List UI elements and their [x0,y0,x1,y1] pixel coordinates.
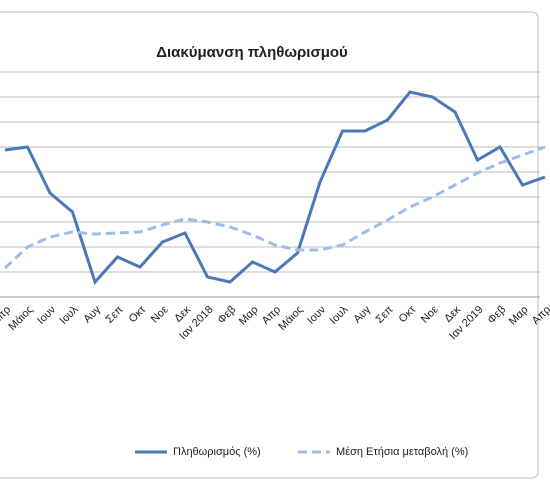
series-line [4,90,546,285]
x-tick-label: Φεβ [216,304,239,327]
x-tick-label: Οκτ [397,303,419,325]
legend-item: Μέση Ετήσια μεταβολή (%) [298,446,468,458]
x-tick-label: Οκτ [127,303,149,325]
legend-label: Μέση Ετήσια μεταβολή (%) [336,446,468,458]
x-tick-label: Σεπ [104,303,126,325]
x-tick-label: Απρ [530,304,550,327]
x-tick-label: Αυγ [81,303,103,325]
x-tick-label: Μαρ [237,304,261,328]
x-tick-label: Μάιος [276,304,305,333]
legend-label: Πληθωρισμός (%) [173,446,261,458]
x-tick-label: Ιουλ [328,303,351,326]
x-tick-label: Ιουν [35,303,58,326]
legend-item: Πληθωρισμός (%) [135,446,261,458]
x-tick-label: Ιουν [305,303,328,326]
x-tick-label: Σεπ [374,303,396,325]
chart-frame [0,11,539,479]
x-tick-label: Μαρ [507,304,531,328]
series-line [3,145,546,270]
x-tick-label: Νοε [149,304,171,326]
chart-title: Διακύμανση πληθωρισμού [156,44,348,61]
x-tick-label: Αυγ [351,303,373,325]
x-tick-label: Μάιος [6,304,35,333]
x-tick-label: Φεβ [486,304,509,327]
x-tick-label: Νοε [419,304,441,326]
x-tick-label: Ιουλ [58,303,81,326]
